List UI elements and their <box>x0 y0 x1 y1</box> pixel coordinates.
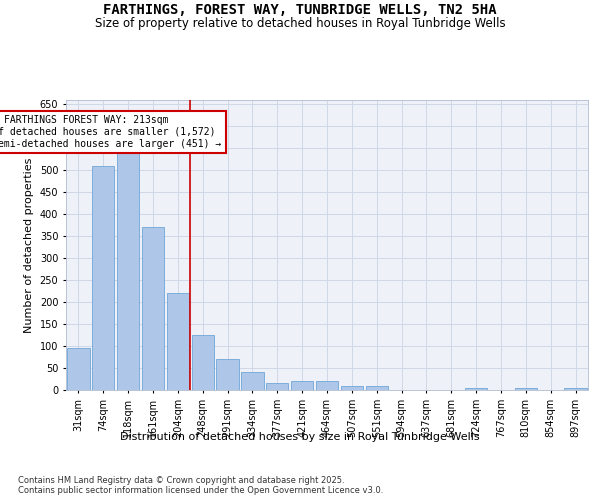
Bar <box>241 372 263 390</box>
Bar <box>365 386 388 390</box>
Text: Distribution of detached houses by size in Royal Tunbridge Wells: Distribution of detached houses by size … <box>120 432 480 442</box>
Bar <box>217 359 239 390</box>
Bar <box>266 383 289 390</box>
Bar <box>117 152 139 390</box>
Bar <box>67 348 89 390</box>
Bar <box>167 294 189 390</box>
Text: Size of property relative to detached houses in Royal Tunbridge Wells: Size of property relative to detached ho… <box>95 16 505 30</box>
Bar <box>142 226 164 390</box>
Text: Contains HM Land Registry data © Crown copyright and database right 2025.
Contai: Contains HM Land Registry data © Crown c… <box>18 476 383 495</box>
Bar <box>191 334 214 390</box>
Text: FARTHINGS FOREST WAY: 213sqm
← 78% of detached houses are smaller (1,572)
22% of: FARTHINGS FOREST WAY: 213sqm ← 78% of de… <box>0 116 221 148</box>
Bar <box>341 386 363 390</box>
Bar <box>465 388 487 390</box>
Bar <box>92 166 115 390</box>
Bar <box>316 381 338 390</box>
Bar <box>565 388 587 390</box>
Y-axis label: Number of detached properties: Number of detached properties <box>24 158 34 332</box>
Bar <box>515 388 537 390</box>
Text: FARTHINGS, FOREST WAY, TUNBRIDGE WELLS, TN2 5HA: FARTHINGS, FOREST WAY, TUNBRIDGE WELLS, … <box>103 2 497 16</box>
Bar <box>291 381 313 390</box>
